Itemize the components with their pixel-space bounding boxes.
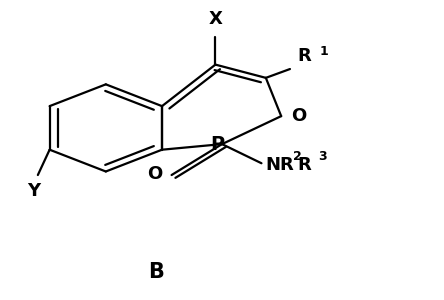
Text: X: X (209, 10, 222, 28)
Text: 3: 3 (318, 150, 327, 163)
Text: R: R (298, 47, 312, 65)
Text: 2: 2 (293, 150, 302, 163)
Text: P: P (210, 135, 225, 154)
Text: B: B (148, 262, 164, 282)
Text: O: O (147, 165, 163, 183)
Text: 1: 1 (320, 45, 329, 58)
Text: Y: Y (27, 182, 40, 200)
Text: O: O (291, 106, 306, 124)
Text: NR: NR (265, 156, 294, 174)
Text: R: R (297, 156, 311, 174)
